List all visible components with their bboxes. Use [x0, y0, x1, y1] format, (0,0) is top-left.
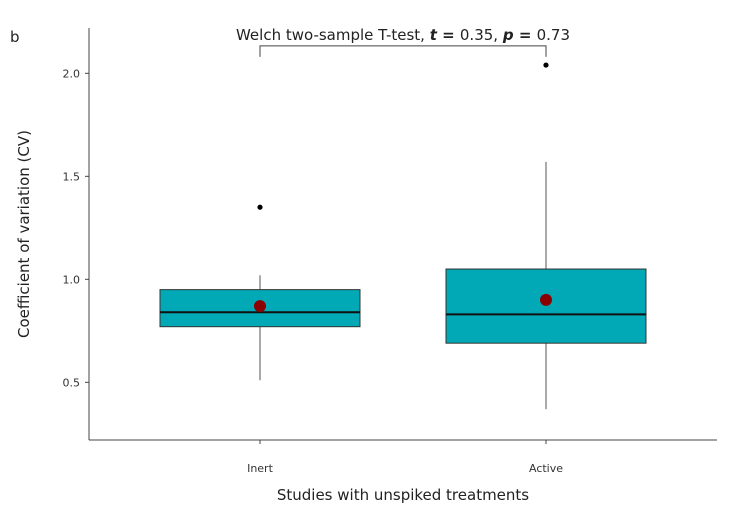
t-test-annotation: Welch two-sample T-test, t = 0.35, p = 0… — [236, 26, 570, 44]
x-tick-label: Inert — [247, 462, 274, 475]
significance-bracket — [259, 45, 547, 57]
significance-annotation: Welch two-sample T-test, t = 0.35, p = 0… — [236, 26, 570, 57]
box-iqr — [445, 268, 647, 344]
outlier-point — [257, 204, 263, 210]
box-series — [159, 62, 647, 410]
x-tick-label: Active — [529, 462, 563, 475]
box-active — [445, 62, 647, 410]
box-inert — [159, 204, 361, 381]
mean-point — [540, 293, 552, 306]
x-axis-title: Studies with unspiked treatments — [277, 486, 529, 504]
y-tick-label: 0.5 — [63, 376, 81, 389]
y-tick-label: 1.0 — [63, 273, 81, 286]
y-axis-title: Coefficient of variation (CV) — [15, 130, 33, 338]
y-axis: 0.5 1.0 1.5 2.0 — [63, 28, 90, 440]
x-axis: Inert Active — [89, 439, 717, 475]
mean-point — [254, 300, 266, 313]
y-tick-label: 1.5 — [63, 170, 81, 183]
outlier-point — [543, 62, 549, 68]
y-tick-label: 2.0 — [63, 67, 81, 80]
panel-letter: b — [10, 28, 20, 46]
